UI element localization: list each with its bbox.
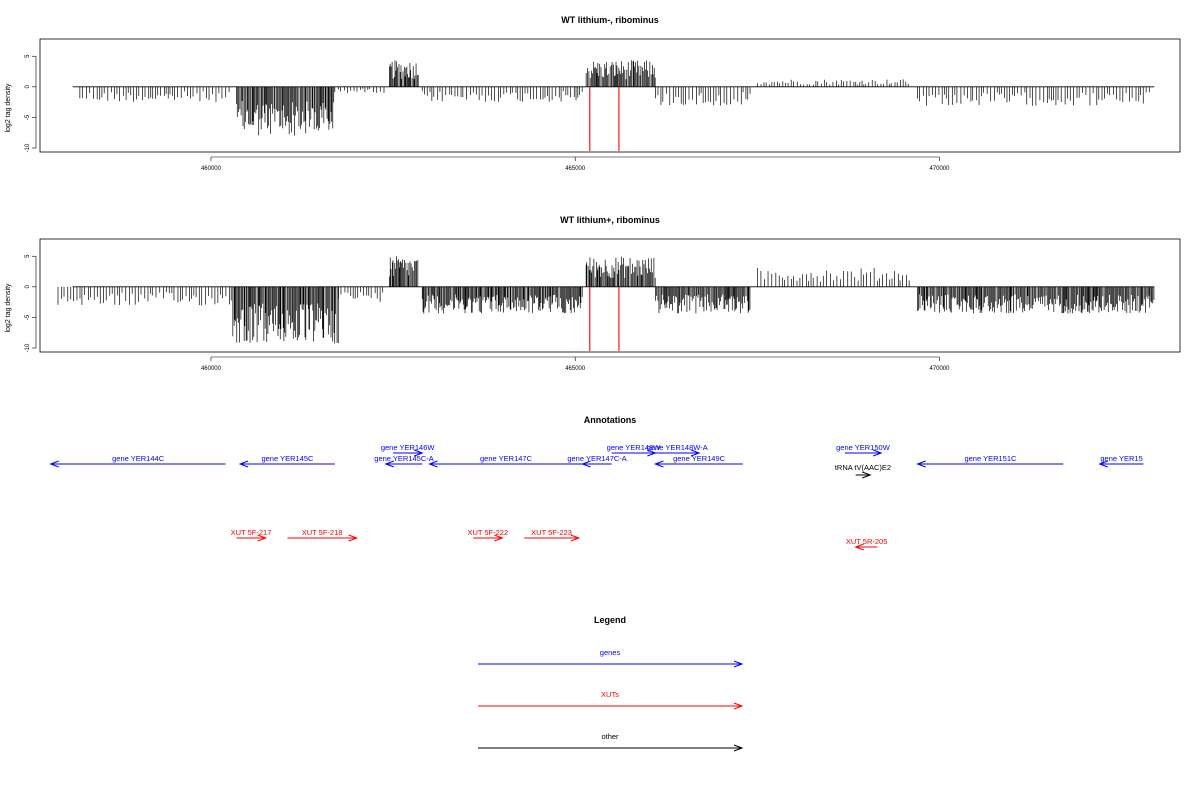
arrow-head: [414, 449, 424, 457]
plot-frame: [39, 238, 1181, 353]
x-tick-label: 460000: [201, 366, 222, 372]
x-tick-label: 465000: [565, 166, 586, 172]
y-axis-label: log2 tag density: [5, 283, 12, 333]
feature-label: gene YER15: [1100, 454, 1142, 463]
feature-label: gene YER146W: [381, 443, 436, 452]
y-tick-label: 5: [25, 254, 31, 258]
arrow-head: [854, 543, 864, 551]
y-axis-label: log2 tag density: [5, 83, 12, 133]
panel-title: WT lithium+, ribominus: [560, 215, 660, 225]
feature-label: gene YER151C: [964, 454, 1017, 463]
coverage-panel-lithium-plus: WT lithium+, ribominus log2 tag density …: [5, 215, 1181, 372]
annotations-track: Annotations gene YER144C gene YER145C gene…: [49, 415, 1144, 551]
y-tick-label: -10: [25, 343, 31, 352]
arrow-head: [1098, 460, 1108, 468]
legend: Legend genes XUTs other: [478, 615, 744, 752]
arrow-head: [653, 460, 664, 468]
plot-frame: [39, 38, 1181, 153]
feature-label: gene YER144C: [112, 454, 165, 463]
y-tick-label: -5: [25, 314, 31, 320]
y-tick-label: 0: [25, 284, 31, 288]
arrow-head: [733, 744, 744, 752]
legend-title: Legend: [594, 615, 626, 625]
x-tick-label: 460000: [201, 166, 222, 172]
feature-label: gene YER148W: [607, 443, 662, 452]
arrow-head: [581, 460, 591, 468]
arrow-head: [257, 534, 268, 542]
feature-label: XUT 5R-205: [846, 537, 888, 546]
feature-label: tRNA tV(AAC)E2: [835, 463, 891, 472]
arrow-head: [862, 471, 872, 479]
x-tick-label: 470000: [929, 166, 950, 172]
legend-other-label: other: [601, 732, 619, 741]
feature-label: gene YER145C-A: [374, 454, 433, 463]
arrow-head: [384, 460, 394, 468]
arrow-head: [238, 460, 249, 468]
feature-label: XUT 5F-222: [467, 528, 508, 537]
y-tick-label: -5: [25, 114, 31, 120]
feature-label: gene YER145C: [261, 454, 314, 463]
feature-label: gene YER147C: [480, 454, 533, 463]
arrow-head: [733, 702, 744, 710]
legend-xuts-label: XUTs: [601, 690, 619, 699]
feature-label: gene YER148W-A: [647, 443, 708, 452]
arrow-head: [428, 460, 438, 468]
y-tick-label: -10: [25, 143, 31, 152]
feature-label: gene YER147C-A: [567, 454, 626, 463]
arrow-head: [570, 534, 581, 542]
y-tick-label: 0: [25, 84, 31, 88]
x-tick-label: 465000: [565, 366, 586, 372]
annotations-title: Annotations: [584, 415, 637, 425]
arrow-head: [348, 534, 359, 542]
feature-label: XUT 5F-218: [302, 528, 343, 537]
feature-label: gene YER150W: [836, 443, 891, 452]
x-tick-label: 470000: [929, 366, 950, 372]
arrow-head: [916, 460, 926, 468]
coverage-panel-lithium-minus: WT lithium-, ribominus log2 tag density …: [5, 15, 1181, 172]
feature-label: gene YER149C: [673, 454, 726, 463]
feature-label: XUT 5F-223: [531, 528, 572, 537]
y-tick-label: 5: [25, 54, 31, 58]
legend-genes-label: genes: [600, 648, 621, 657]
arrow-head: [873, 449, 883, 457]
arrow-head: [49, 460, 59, 468]
arrow-head: [494, 534, 504, 542]
arrow-head: [690, 449, 701, 457]
feature-label: XUT 5F-217: [231, 528, 272, 537]
panel-title: WT lithium-, ribominus: [561, 15, 659, 25]
arrow-head: [733, 660, 744, 668]
